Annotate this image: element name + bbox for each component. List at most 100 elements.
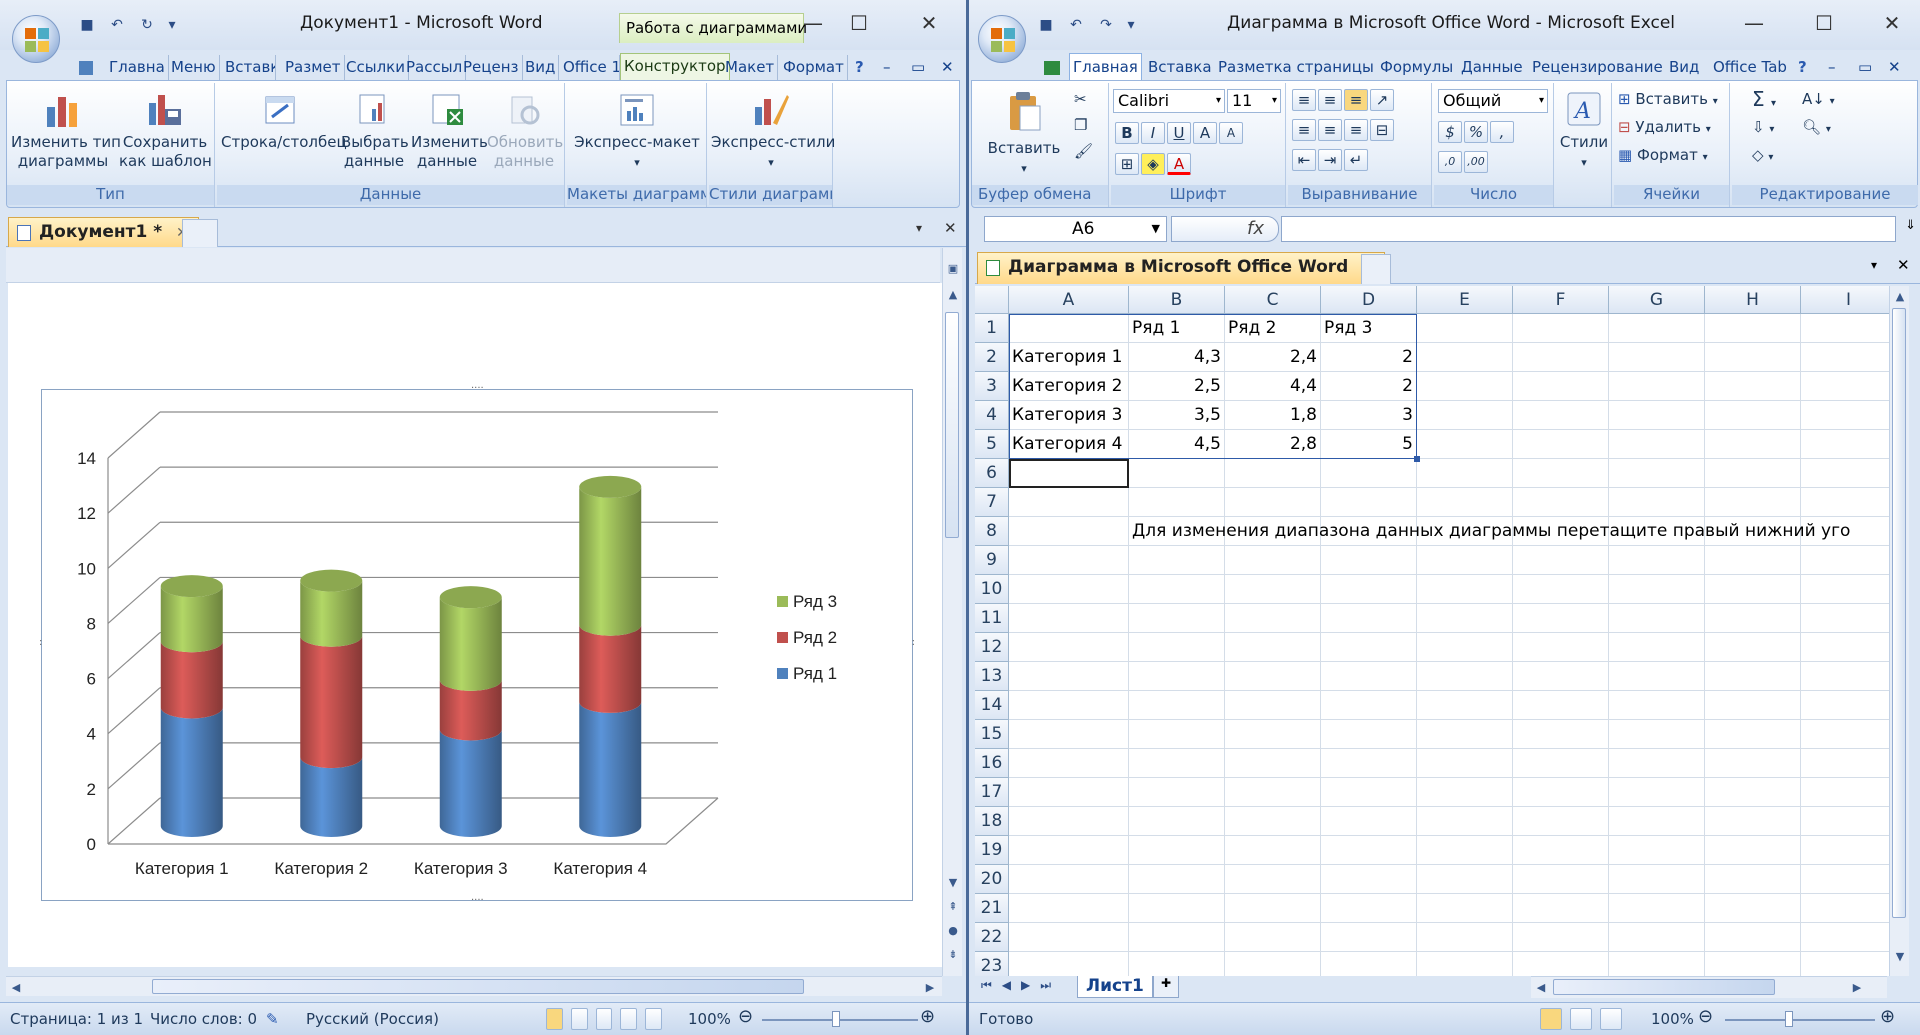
find-select-icon[interactable]: 🔍︎ ▾ — [1802, 118, 1831, 136]
font-size-select[interactable]: 11 ▾ — [1227, 89, 1281, 113]
currency-icon[interactable]: $ — [1438, 120, 1462, 143]
chart-resize-handle-top[interactable]: ···· — [471, 383, 484, 394]
row-header[interactable]: 19 — [975, 836, 1009, 865]
excel-help-icon[interactable]: ? — [1798, 58, 1807, 76]
cell[interactable] — [1009, 778, 1129, 807]
cell[interactable] — [1801, 778, 1889, 807]
column-header[interactable]: E — [1417, 286, 1513, 314]
cell[interactable] — [1225, 691, 1321, 720]
excel-tab-list-icon[interactable]: ▾ — [1871, 258, 1878, 272]
document-tab[interactable]: Документ1 * ✕ — [8, 217, 199, 247]
prev-page-icon[interactable]: ⇞ — [948, 900, 958, 913]
excel-scroll-up-icon[interactable]: ▲ — [1895, 290, 1905, 303]
cell[interactable] — [1609, 372, 1705, 401]
cell[interactable] — [1225, 488, 1321, 517]
merge-cells-icon[interactable]: ⊟ — [1370, 118, 1394, 141]
scroll-up-icon[interactable]: ▲ — [948, 288, 958, 301]
cell[interactable] — [1513, 778, 1609, 807]
cell[interactable] — [1609, 836, 1705, 865]
cell[interactable] — [1321, 633, 1417, 662]
excel-close-icon[interactable]: ✕ — [1883, 11, 1901, 35]
cell[interactable] — [1129, 546, 1225, 575]
row-header[interactable]: 6 — [975, 459, 1009, 488]
value-cell[interactable]: 4,3 — [1193, 347, 1221, 367]
customize-qat-icon[interactable]: ▾ — [168, 17, 176, 33]
sheet-tab-list1[interactable]: Лист1 — [1077, 976, 1153, 998]
column-header[interactable]: A — [1009, 286, 1129, 314]
cell[interactable] — [1321, 459, 1417, 488]
cell[interactable] — [1609, 662, 1705, 691]
value-cell[interactable]: 2 — [1402, 347, 1413, 367]
align-left-icon[interactable]: ≡ — [1292, 118, 1316, 141]
ribbon-restore-icon[interactable]: ▭ — [911, 58, 926, 76]
bold-icon[interactable]: B — [1115, 121, 1139, 144]
cell[interactable] — [1609, 604, 1705, 633]
spreadsheet-grid[interactable]: A B C D E F G H I 1 2 3 4 5 6 7 8 9 10 11 12 13 14 15 16 17 18 19 20… — [975, 286, 1889, 976]
page-break-view-icon[interactable] — [1600, 1008, 1622, 1030]
cell[interactable] — [1009, 662, 1129, 691]
insert-cells-button[interactable]: ⊞ Вставить ▾ — [1618, 90, 1718, 108]
cell[interactable] — [1609, 691, 1705, 720]
font-color-icon[interactable]: A — [1167, 152, 1191, 175]
cell[interactable] — [1513, 604, 1609, 633]
cell[interactable] — [1009, 546, 1129, 575]
align-right-icon[interactable]: ≡ — [1344, 118, 1368, 141]
range-hint-text[interactable]: Для изменения диапазона данных диаграммы… — [1132, 521, 1851, 541]
cell[interactable] — [1225, 923, 1321, 952]
quick-layout-button[interactable]: Экспресс-макет ▾ — [571, 89, 703, 172]
cell[interactable] — [1801, 662, 1889, 691]
cell[interactable] — [1009, 517, 1129, 546]
tab-office-tab[interactable]: Office 1 — [560, 55, 620, 80]
tab-list-icon[interactable]: ▾ — [916, 221, 923, 235]
status-language[interactable]: Русский (Россия) — [306, 1010, 439, 1028]
tabbar-close-icon[interactable]: ✕ — [944, 219, 957, 237]
cell[interactable] — [1417, 894, 1513, 923]
cell[interactable] — [1513, 372, 1609, 401]
row-header[interactable]: 14 — [975, 691, 1009, 720]
column-header[interactable]: I — [1801, 286, 1889, 314]
row-header[interactable]: 4 — [975, 401, 1009, 430]
tab-menu[interactable]: Меню — [168, 55, 220, 80]
ribbon-minimize-icon[interactable]: – — [883, 58, 891, 76]
cell[interactable] — [1609, 952, 1705, 976]
excel-zoom-level[interactable]: 100% — [1651, 1010, 1694, 1028]
cell[interactable] — [1417, 575, 1513, 604]
excel-zoom-out-icon[interactable]: ⊖ — [1698, 1006, 1714, 1027]
row-header[interactable]: 20 — [975, 865, 1009, 894]
cell[interactable] — [1009, 488, 1129, 517]
cell[interactable] — [1129, 865, 1225, 894]
row-header[interactable]: 18 — [975, 807, 1009, 836]
zoom-slider-thumb[interactable] — [832, 1011, 840, 1027]
excel-minimize-icon[interactable]: — — [1744, 11, 1764, 35]
value-cell[interactable]: 2 — [1402, 376, 1413, 396]
category-cell[interactable]: Категория 3 — [1012, 405, 1123, 425]
cell[interactable] — [1225, 604, 1321, 633]
zoom-out-icon[interactable]: ⊖ — [738, 1006, 754, 1027]
cell[interactable] — [1705, 517, 1801, 546]
tab-insert[interactable]: Вставка — [222, 55, 276, 80]
status-words[interactable]: Число слов: 0 — [150, 1010, 258, 1028]
cell[interactable] — [1417, 836, 1513, 865]
cell[interactable] — [1609, 778, 1705, 807]
value-cell[interactable]: 4,4 — [1289, 376, 1317, 396]
cell[interactable] — [1129, 923, 1225, 952]
word-vertical-scrollbar[interactable]: ▣ ▲ ▼ ⇞ ● ⇟ — [942, 248, 962, 976]
series-header-cell[interactable]: Ряд 2 — [1228, 318, 1277, 338]
value-cell[interactable]: 4,5 — [1193, 434, 1221, 454]
column-header[interactable]: C — [1225, 286, 1321, 314]
formula-input[interactable] — [1281, 216, 1896, 242]
status-page[interactable]: Страница: 1 из 1 — [10, 1010, 144, 1028]
zoom-level[interactable]: 100% — [688, 1010, 731, 1028]
outline-view-icon[interactable] — [620, 1008, 638, 1030]
cell[interactable] — [1321, 575, 1417, 604]
cell[interactable] — [1609, 459, 1705, 488]
cell[interactable] — [1705, 807, 1801, 836]
normal-view-icon[interactable] — [1540, 1008, 1562, 1030]
value-cell[interactable]: 2,5 — [1193, 376, 1221, 396]
column-header[interactable]: G — [1609, 286, 1705, 314]
cell[interactable] — [1609, 546, 1705, 575]
cell[interactable] — [1513, 720, 1609, 749]
cell[interactable] — [1513, 633, 1609, 662]
row-header[interactable]: 16 — [975, 749, 1009, 778]
cell[interactable] — [1417, 488, 1513, 517]
